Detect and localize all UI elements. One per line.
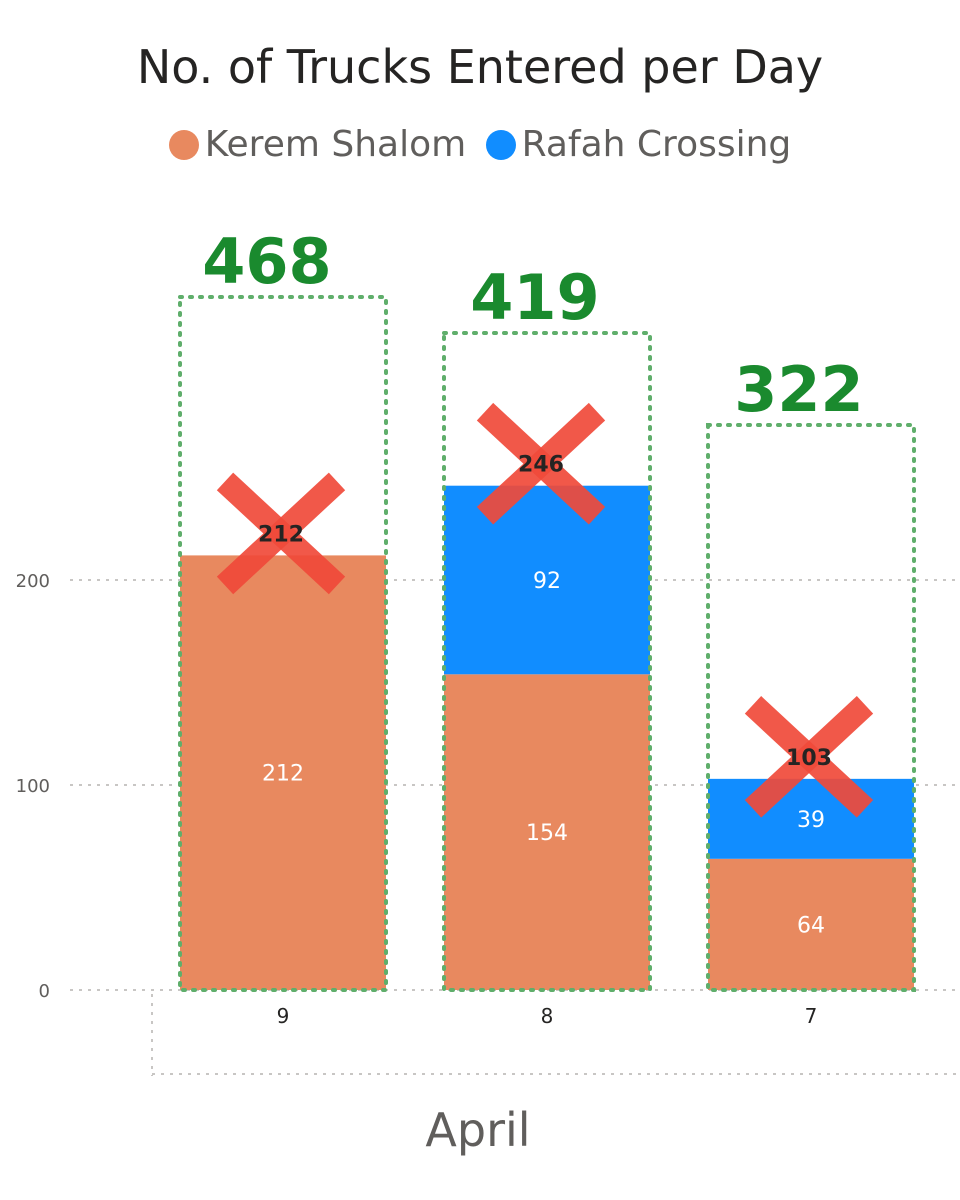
y-tick-label: 200 [16, 571, 50, 592]
total-label: 103 [786, 746, 832, 771]
total-label: 246 [518, 453, 564, 478]
corrected-total-box [178, 295, 388, 992]
corrected-total-label: 468 [202, 225, 331, 298]
legend-swatch-kerem-shalom [168, 129, 199, 160]
legend: Kerem Shalom Rafah Crossing [0, 124, 960, 169]
corrected-total-label: 322 [734, 353, 863, 426]
legend-label-rafah-crossing: Rafah Crossing [521, 124, 792, 165]
corrected-total-box [706, 423, 916, 992]
strike-mark [216, 472, 346, 595]
y-tick-label: 0 [39, 981, 50, 1002]
legend-swatch-rafah-crossing [485, 129, 516, 160]
x-tick-label: 9 [277, 1004, 290, 1028]
chart-title: No. of Trucks Entered per Day [136, 40, 824, 94]
data-label-kerem-shalom: 64 [797, 913, 825, 938]
strike-mark [744, 696, 874, 818]
bar-segment-kerem-shalom[interactable] [708, 858, 914, 990]
data-label-kerem-shalom: 154 [526, 821, 568, 846]
data-label-kerem-shalom: 212 [262, 762, 304, 787]
data-label-rafah-crossing: 39 [797, 808, 825, 833]
bar-segment-kerem-shalom[interactable] [180, 555, 386, 990]
legend-item-rafah-crossing[interactable]: Rafah Crossing [485, 124, 792, 165]
corrected-total-label: 419 [470, 261, 599, 334]
total-label: 212 [258, 522, 304, 547]
strike-mark [476, 402, 606, 525]
bar-segment-rafah-crossing[interactable] [708, 778, 914, 859]
x-axis-title: April [425, 1103, 530, 1157]
legend-label-kerem-shalom: Kerem Shalom [204, 124, 467, 165]
data-label-rafah-crossing: 92 [533, 569, 561, 594]
x-tick-label: 8 [541, 1004, 554, 1028]
corrected-total-box [442, 331, 652, 992]
y-tick-label: 100 [16, 776, 50, 797]
bar-segment-rafah-crossing[interactable] [444, 485, 650, 675]
legend-item-kerem-shalom[interactable]: Kerem Shalom [168, 124, 467, 165]
bar-segment-kerem-shalom[interactable] [444, 674, 650, 990]
x-tick-label: 7 [805, 1004, 818, 1028]
